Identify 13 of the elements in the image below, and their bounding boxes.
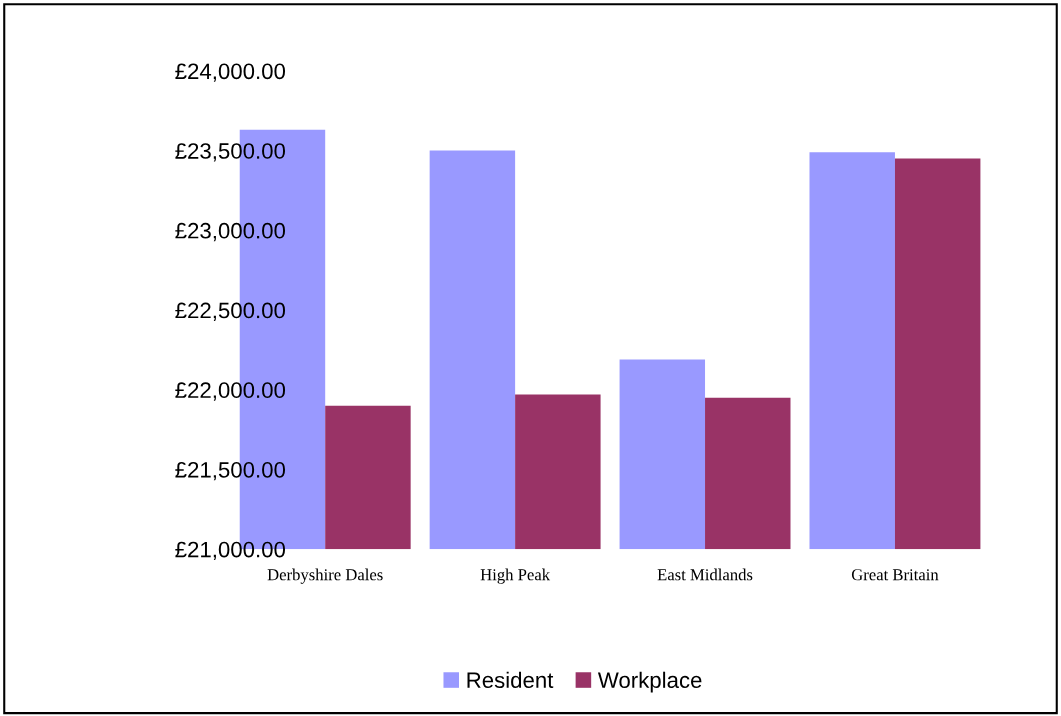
y-tick-label: £21,500.00 — [175, 461, 286, 481]
y-tick-label: £23,500.00 — [175, 143, 286, 162]
y-tick-label: £24,000.00 — [175, 63, 286, 82]
legend-label: Resident — [467, 671, 554, 689]
y-tick-label: £21,000.00 — [175, 541, 286, 561]
legend-label: Workplace — [597, 671, 702, 693]
x-tick-label: High Peak — [480, 568, 551, 584]
y-tick-label: £23,000.00 — [175, 222, 286, 242]
y-tick-label: £22,000.00 — [175, 382, 286, 401]
y-tick-label: £22,500.00 — [175, 302, 286, 321]
x-tick-label: Great Britain — [851, 569, 939, 581]
x-tick-label: Derbyshire Dales — [267, 568, 383, 584]
x-tick-label: East Midlands — [657, 568, 753, 581]
